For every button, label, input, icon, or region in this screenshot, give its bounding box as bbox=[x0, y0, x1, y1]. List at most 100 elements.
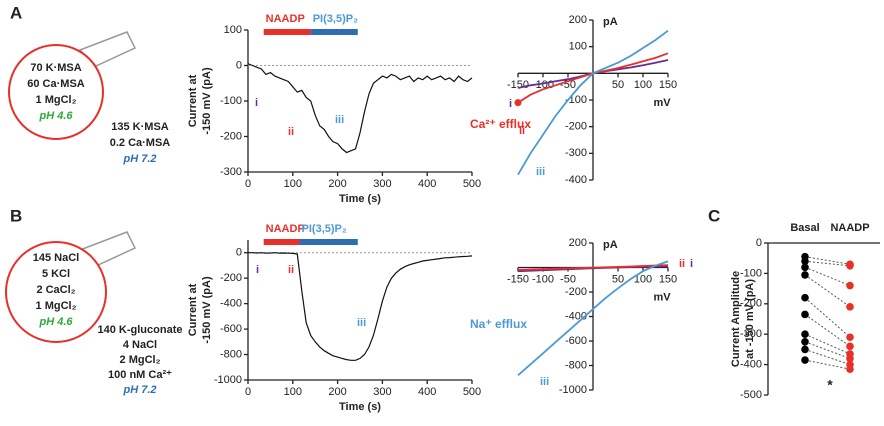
x-tick-label: 100 bbox=[634, 273, 652, 285]
pipette-ph: pH 4.6 bbox=[38, 110, 73, 122]
time-marker: iii bbox=[335, 114, 344, 126]
y-axis-label: Current at bbox=[187, 74, 199, 127]
x-tick-label: -100 bbox=[532, 273, 554, 285]
annotation: Na⁺ efflux bbox=[470, 317, 527, 331]
y-tick-label: -800 bbox=[220, 348, 242, 360]
trace bbox=[248, 252, 473, 361]
bath-solution: 140 K-gluconate bbox=[98, 324, 183, 336]
x-tick-label: -150 bbox=[507, 79, 529, 91]
treatment-label: PI(3,5)P₂ bbox=[302, 223, 347, 235]
y-tick-label: -400 bbox=[220, 298, 242, 310]
x-tick-label: 0 bbox=[245, 178, 251, 190]
x-tick-label: 200 bbox=[328, 386, 346, 398]
treatment-bar bbox=[263, 29, 311, 35]
x-tick-label: 100 bbox=[284, 178, 302, 190]
x-tick-label: 50 bbox=[612, 273, 624, 285]
y-tick-label: 0 bbox=[236, 59, 242, 71]
y-axis-label: pA bbox=[603, 239, 618, 251]
time-marker: i bbox=[255, 97, 258, 109]
point bbox=[846, 281, 854, 290]
pair-line bbox=[804, 359, 851, 370]
treatment-bar bbox=[263, 239, 300, 245]
bath-solution: 135 K·MSA bbox=[111, 121, 169, 133]
point bbox=[801, 356, 809, 364]
y-tick-label: 200 bbox=[569, 237, 587, 249]
x-axis-label: Time (s) bbox=[339, 193, 381, 205]
trace bbox=[517, 264, 669, 271]
y-tick-label: -500 bbox=[740, 389, 762, 401]
pipette-solution: 60 Ca·MSA bbox=[27, 78, 85, 90]
x-axis-label: mV bbox=[653, 291, 671, 303]
y-tick-label: -200 bbox=[220, 130, 242, 142]
y-tick-label: -200 bbox=[565, 121, 587, 133]
point bbox=[846, 365, 854, 373]
trace bbox=[517, 29, 669, 176]
y-tick-label: 100 bbox=[569, 41, 587, 53]
y-tick-label: -400 bbox=[565, 174, 587, 186]
pipette-ph: pH 4.6 bbox=[38, 316, 73, 328]
point bbox=[514, 99, 522, 107]
significance: * bbox=[827, 377, 833, 393]
panel-label: C bbox=[708, 206, 720, 225]
point bbox=[801, 310, 809, 319]
y-axis-label: Current Amplitude bbox=[730, 271, 742, 367]
bath-ph: pH 7.2 bbox=[122, 384, 156, 396]
point bbox=[846, 262, 854, 270]
pipette-solution: 70 K·MSA bbox=[30, 62, 81, 74]
point bbox=[801, 257, 809, 266]
y-tick-label: -1000 bbox=[214, 374, 242, 386]
bath-solution: 0.2 Ca·MSA bbox=[110, 137, 171, 149]
x-tick-label: 200 bbox=[328, 178, 346, 190]
pipette-solution: 1 MgCl₂ bbox=[36, 94, 77, 106]
pair-line bbox=[804, 348, 851, 366]
cell bbox=[8, 44, 104, 140]
bath-ph: pH 7.2 bbox=[122, 153, 156, 165]
y-tick-label: -300 bbox=[740, 328, 762, 340]
series-label: ii bbox=[679, 258, 685, 270]
series-label: i bbox=[509, 98, 512, 110]
y-tick-label: 0 bbox=[756, 237, 762, 249]
y-tick-label: -600 bbox=[565, 335, 587, 347]
x-tick-label: 400 bbox=[418, 178, 436, 190]
series-label: ii bbox=[519, 125, 525, 137]
pair-line bbox=[804, 266, 851, 287]
pair-line bbox=[804, 333, 851, 355]
pair-line bbox=[804, 256, 851, 265]
series-label: iii bbox=[536, 166, 545, 178]
y-tick-label: 200 bbox=[569, 14, 587, 26]
y-tick-label: -300 bbox=[565, 147, 587, 159]
pipette-solution: 145 NaCl bbox=[33, 252, 79, 264]
y-tick-label: -200 bbox=[220, 272, 242, 284]
time-marker: i bbox=[256, 264, 259, 276]
pair-line bbox=[804, 274, 851, 308]
y-axis-label: pA bbox=[603, 16, 618, 28]
y-tick-label: -600 bbox=[220, 323, 242, 335]
point bbox=[801, 330, 809, 339]
x-tick-label: 300 bbox=[373, 386, 391, 398]
y-tick-label: -100 bbox=[220, 95, 242, 107]
y-tick-label: -1000 bbox=[559, 384, 587, 396]
x-tick-label: 150 bbox=[659, 79, 677, 91]
time-marker: ii bbox=[288, 126, 294, 138]
point bbox=[801, 338, 809, 346]
x-tick-label: 400 bbox=[418, 386, 436, 398]
x-axis-label: mV bbox=[653, 97, 671, 109]
bath-solution: 100 nM Ca²⁺ bbox=[108, 369, 172, 381]
x-tick-label: -150 bbox=[507, 273, 529, 285]
x-tick-label: 0 bbox=[245, 386, 251, 398]
pipette-solution: 5 KCl bbox=[42, 268, 70, 280]
panel-label: A bbox=[10, 3, 22, 22]
group-label: Basal bbox=[790, 222, 819, 234]
point bbox=[801, 345, 809, 354]
y-axis-label: -150 mV (pA) bbox=[201, 276, 213, 344]
x-tick-label: -50 bbox=[560, 273, 576, 285]
x-tick-label: 100 bbox=[634, 79, 652, 91]
y-tick-label: -100 bbox=[740, 267, 762, 279]
series-label: iii bbox=[540, 376, 549, 388]
treatment-label: PI(3,5)P₂ bbox=[313, 13, 358, 25]
pair-line bbox=[804, 314, 851, 347]
y-axis-label: at -150 mV (pA) bbox=[744, 279, 756, 359]
y-tick-label: 100 bbox=[224, 24, 242, 36]
treatment-label: NAADP bbox=[266, 13, 305, 25]
